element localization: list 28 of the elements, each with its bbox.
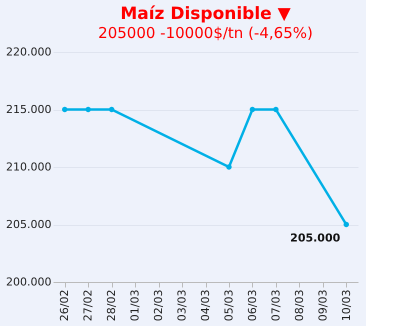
x-tick-label: 08/03 bbox=[292, 290, 306, 322]
x-tick-label: 10/03 bbox=[340, 290, 353, 322]
y-tick-label: 205.000 bbox=[6, 218, 52, 231]
x-tick-label: 27/02 bbox=[82, 290, 95, 322]
point bbox=[226, 164, 232, 170]
point bbox=[344, 222, 350, 228]
chart-title: Maíz Disponible ▼ bbox=[120, 4, 292, 24]
point bbox=[273, 106, 279, 112]
point bbox=[108, 106, 114, 112]
x-tick-label: 28/02 bbox=[105, 290, 118, 322]
point bbox=[62, 106, 68, 112]
x-tick-label: 06/03 bbox=[246, 290, 259, 322]
x-tick-label: 09/03 bbox=[316, 290, 330, 322]
y-tick-label: 220.000 bbox=[6, 46, 52, 58]
point bbox=[250, 106, 256, 112]
x-tick-label: 01/03 bbox=[128, 290, 142, 322]
x-tick-label: 05/03 bbox=[222, 290, 236, 322]
x-tick-label: 26/02 bbox=[58, 290, 72, 322]
annotation: 205.000 bbox=[290, 232, 341, 244]
x-tick-label: 02/03 bbox=[152, 290, 166, 322]
x-tick-label: 04/03 bbox=[199, 290, 212, 322]
point bbox=[85, 106, 91, 112]
y-tick-label: 210.000 bbox=[6, 160, 52, 174]
y-tick-label: 215.000 bbox=[6, 103, 52, 116]
x-tick-label: 07/03 bbox=[269, 290, 282, 322]
chart-subtitle: 205000 -10000$/tn (-4,65%) bbox=[98, 24, 313, 42]
x-tick-label: 03/03 bbox=[176, 290, 189, 322]
y-tick-label: 200.000 bbox=[6, 276, 52, 288]
